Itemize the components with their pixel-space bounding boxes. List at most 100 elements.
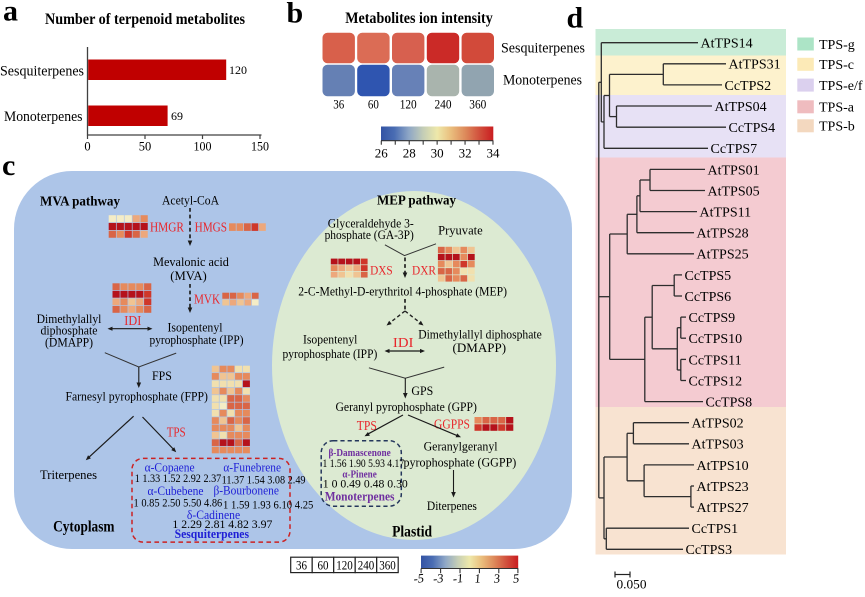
svg-text:26: 26 [375, 146, 389, 161]
svg-text:TPS-e/f: TPS-e/f [819, 79, 863, 94]
svg-text:Number of terpenoid metabolit: Number of terpenoid metabolites [45, 11, 245, 28]
svg-text:50: 50 [139, 140, 152, 154]
svg-text:60: 60 [368, 98, 379, 112]
svg-text:MVA pathway: MVA pathway [40, 194, 120, 209]
svg-text:Triterpenes: Triterpenes [40, 468, 97, 482]
svg-text:1 0.85 2.50 5.50 4.86: 1 0.85 2.50 5.50 4.86 [133, 498, 222, 510]
svg-text:2-C-Methyl-D-erythritol 4-phos: 2-C-Methyl-D-erythritol 4-phosphate (MEP… [298, 284, 507, 298]
svg-text:AtTPS23: AtTPS23 [697, 480, 749, 495]
svg-text:11.37 1.54 3.08 2.49: 11.37 1.54 3.08 2.49 [222, 474, 306, 486]
svg-text:(MVA): (MVA) [170, 269, 207, 283]
svg-text:MVK: MVK [194, 291, 220, 306]
svg-text:Sesquiterpenes: Sesquiterpenes [0, 64, 84, 80]
svg-text:α-Copaene: α-Copaene [145, 460, 195, 474]
svg-text:CcTPS7: CcTPS7 [711, 142, 758, 157]
svg-text:69: 69 [171, 111, 183, 123]
svg-text:IDI: IDI [393, 335, 414, 350]
svg-text:360: 360 [379, 559, 396, 573]
svg-text:TPS: TPS [357, 418, 377, 433]
svg-text:α-Cubebene: α-Cubebene [148, 484, 204, 498]
svg-text:1 1.33 1.52 2.92 2.37: 1 1.33 1.52 2.92 2.37 [135, 473, 222, 485]
svg-text:Plastid: Plastid [392, 523, 432, 540]
svg-text:-5: -5 [413, 571, 425, 586]
svg-text:1 1.56 1.90 5.93 4.17: 1 1.56 1.90 5.93 4.17 [323, 458, 405, 470]
svg-text:Isopentenyl: Isopentenyl [168, 320, 223, 334]
svg-text:CcTPS4: CcTPS4 [729, 121, 776, 136]
svg-text:TPS: TPS [167, 425, 186, 440]
svg-text:-1: -1 [452, 571, 464, 586]
svg-text:HMGS: HMGS [195, 219, 227, 234]
svg-text:AtTPS27: AtTPS27 [697, 501, 749, 516]
svg-text:Geranylgeranyl: Geranylgeranyl [424, 440, 498, 454]
svg-text:CcTPS9: CcTPS9 [689, 311, 736, 326]
svg-text:120: 120 [229, 65, 247, 77]
svg-text:1 1.59 1.93 6.10 4.25: 1 1.59 1.93 6.10 4.25 [223, 499, 314, 511]
svg-text:AtTPS25: AtTPS25 [697, 248, 749, 263]
svg-text:34: 34 [487, 146, 501, 161]
svg-text:AtTPS04: AtTPS04 [715, 100, 767, 115]
svg-text:CcTPS10: CcTPS10 [689, 332, 743, 347]
svg-text:36: 36 [333, 98, 344, 112]
svg-text:HMGR: HMGR [150, 219, 184, 234]
svg-text:β-Bourbonene: β-Bourbonene [213, 483, 279, 497]
svg-text:GGPPS: GGPPS [434, 417, 470, 432]
svg-text:Diterpenes: Diterpenes [427, 499, 477, 513]
svg-text:Mevalonic acid: Mevalonic acid [153, 255, 230, 269]
svg-text:60: 60 [317, 559, 328, 573]
svg-text:pyrophosphate (IPP): pyrophosphate (IPP) [150, 333, 244, 347]
svg-text:Dimethylallyl: Dimethylallyl [37, 312, 102, 326]
svg-text:36: 36 [296, 559, 307, 573]
svg-text:δ-Cadinene: δ-Cadinene [187, 508, 241, 522]
svg-text:Monoterpenes: Monoterpenes [4, 109, 83, 125]
svg-text:Glyceraldehyde 3-: Glyceraldehyde 3- [328, 216, 414, 230]
svg-text:Monoterpenes: Monoterpenes [503, 73, 582, 89]
svg-text:1 2.29 2.81 4.82 3.97: 1 2.29 2.81 4.82 3.97 [172, 519, 272, 531]
svg-text:Geranyl pyrophosphate (GPP): Geranyl pyrophosphate (GPP) [336, 400, 477, 414]
svg-text:AtTPS05: AtTPS05 [708, 184, 760, 199]
svg-text:Isopentenyl: Isopentenyl [303, 333, 358, 347]
svg-text:AtTPS03: AtTPS03 [692, 438, 744, 453]
svg-text:MEP pathway: MEP pathway [377, 194, 456, 209]
svg-text:Acetyl-CoA: Acetyl-CoA [162, 194, 219, 208]
svg-text:FPS: FPS [152, 368, 172, 383]
svg-text:Sesquiterpenes: Sesquiterpenes [175, 526, 249, 541]
svg-text:α-Funebrene: α-Funebrene [223, 460, 281, 474]
svg-text:CcTPS3: CcTPS3 [686, 543, 733, 558]
svg-text:240: 240 [435, 98, 452, 112]
svg-text:CcTPS2: CcTPS2 [725, 79, 772, 94]
svg-text:TPS-c: TPS-c [819, 58, 854, 73]
svg-text:AtTPS02: AtTPS02 [692, 417, 744, 432]
svg-text:30: 30 [431, 146, 444, 161]
svg-text:TPS-g: TPS-g [819, 38, 855, 53]
svg-text:DXR: DXR [412, 262, 436, 277]
svg-text:(DMAPP): (DMAPP) [453, 341, 507, 355]
svg-text:120: 120 [336, 559, 353, 573]
svg-text:d: d [567, 1, 584, 34]
svg-text:150: 150 [251, 140, 269, 154]
svg-text:CcTPS8: CcTPS8 [706, 396, 753, 411]
svg-text:α-Pinene: α-Pinene [342, 470, 377, 481]
svg-text:AtTPS01: AtTPS01 [708, 163, 760, 178]
svg-text:Sesquiterpenes: Sesquiterpenes [501, 41, 585, 57]
svg-text:CcTPS6: CcTPS6 [685, 290, 732, 305]
svg-text:pyrophosphate (IPP): pyrophosphate (IPP) [283, 347, 378, 361]
svg-text:Dimethylallyl diphosphate: Dimethylallyl diphosphate [418, 328, 542, 342]
svg-text:-3: -3 [432, 571, 444, 586]
svg-text:1: 1 [474, 571, 482, 586]
svg-text:0.050: 0.050 [617, 578, 647, 592]
svg-text:TPS-a: TPS-a [819, 101, 855, 116]
svg-text:Pryuvate: Pryuvate [438, 223, 483, 237]
svg-text:pyrophosphate (GGPP): pyrophosphate (GGPP) [404, 456, 517, 470]
svg-text:IDI: IDI [124, 313, 141, 328]
svg-text:Farnesyl pyrophosphate (FPP): Farnesyl pyrophosphate (FPP) [65, 390, 208, 404]
svg-text:phosphate (GA-3P): phosphate (GA-3P) [325, 228, 414, 242]
svg-text:5: 5 [512, 571, 520, 586]
svg-text:AtTPS11: AtTPS11 [700, 206, 752, 221]
svg-text:3: 3 [492, 571, 501, 586]
svg-text:a: a [3, 0, 18, 28]
svg-text:DXS: DXS [370, 262, 393, 277]
svg-text:100: 100 [194, 140, 212, 154]
svg-text:32: 32 [459, 146, 472, 161]
svg-text:CcTPS1: CcTPS1 [692, 522, 739, 537]
svg-text:Metabolites ion intensity: Metabolites ion intensity [345, 10, 493, 27]
